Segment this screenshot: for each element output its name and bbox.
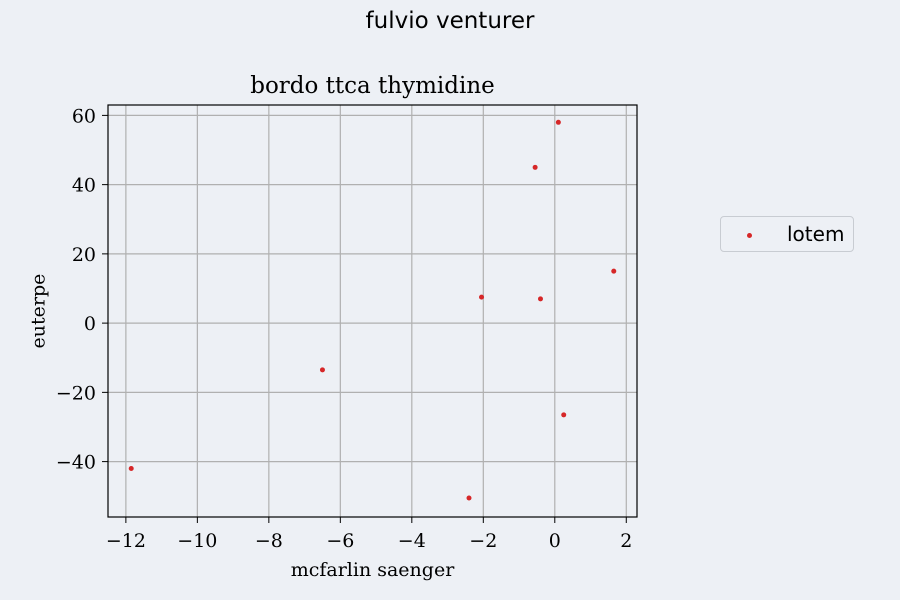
data-point [537,296,543,302]
y-tick-label: 20 [72,244,96,266]
data-point [319,367,325,373]
x-tick-label: −12 [106,530,146,552]
x-tick-label: −4 [398,530,426,552]
y-tick-label: −40 [56,452,96,474]
data-point [128,466,134,472]
data-point [479,294,485,300]
x-axis-ticks: −12 −10 −8 −6 −4 −2 0 2 [106,517,632,552]
data-point [611,268,617,274]
y-tick-label: −20 [56,382,96,404]
legend-marker [747,233,752,238]
x-tick-label: −8 [255,530,283,552]
y-tick-label: 40 [72,175,96,197]
data-points [128,119,617,501]
y-tick-label: 0 [84,313,96,335]
y-tick-label: 60 [72,105,96,127]
data-point [561,412,567,418]
grid-lines [108,105,637,517]
x-tick-label: 2 [620,530,632,552]
data-point [466,495,472,501]
legend: lotem [720,216,854,252]
plot-frame [107,104,638,518]
data-point [532,164,538,170]
x-tick-label: −2 [469,530,497,552]
x-axis-label: mcfarlin saenger [291,559,455,581]
x-tick-label: −6 [326,530,354,552]
data-point [555,119,561,125]
figure-title: fulvio venturer [365,8,535,34]
chart-title: bordo ttca thymidine [250,73,495,99]
legend-label: lotem [787,222,845,246]
x-tick-label: −10 [177,530,217,552]
y-axis-label: euterpe [28,274,50,349]
x-tick-label: 0 [549,530,561,552]
y-axis-ticks: −40 −20 0 20 40 60 [56,105,108,474]
